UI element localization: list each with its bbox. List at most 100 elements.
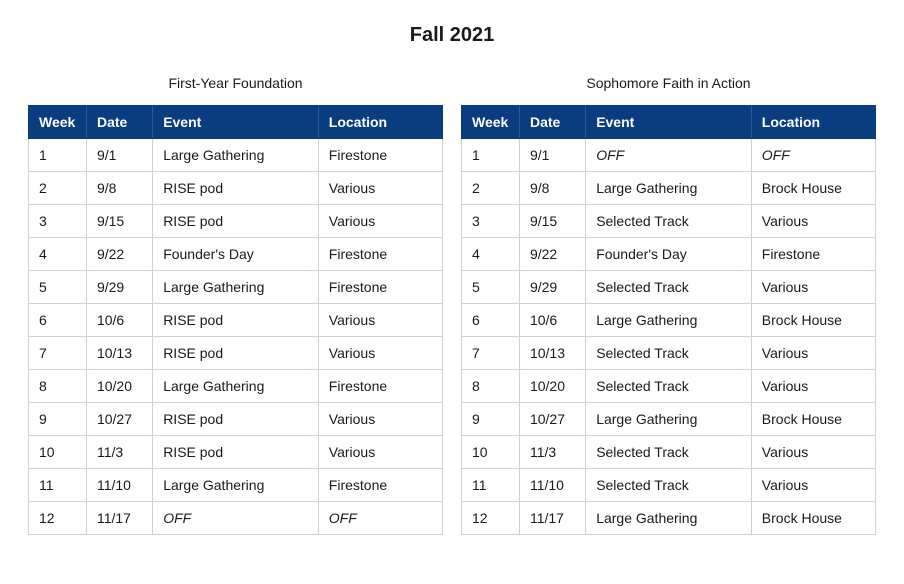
cell-event: Selected Track: [586, 271, 752, 304]
cell-event: Large Gathering: [586, 172, 752, 205]
cell-week: 10: [462, 436, 520, 469]
right-caption: Sophomore Faith in Action: [461, 75, 876, 91]
cell-event: Selected Track: [586, 436, 752, 469]
cell-date: 9/8: [86, 172, 152, 205]
cell-week: 7: [29, 337, 87, 370]
cell-location: Firestone: [318, 370, 442, 403]
cell-location: Firestone: [318, 271, 442, 304]
table-header-row: Week Date Event Location: [29, 106, 443, 139]
cell-location: Various: [751, 337, 875, 370]
left-caption: First-Year Foundation: [28, 75, 443, 91]
table-row: 810/20Selected TrackVarious: [462, 370, 876, 403]
cell-location: Firestone: [751, 238, 875, 271]
table-row: 19/1OFFOFF: [462, 139, 876, 172]
cell-week: 3: [29, 205, 87, 238]
cell-week: 9: [29, 403, 87, 436]
col-location-header: Location: [751, 106, 875, 139]
table-row: 710/13RISE podVarious: [29, 337, 443, 370]
cell-week: 5: [462, 271, 520, 304]
table-row: 1211/17OFFOFF: [29, 502, 443, 535]
cell-location: Various: [751, 205, 875, 238]
cell-date: 11/17: [519, 502, 585, 535]
cell-week: 8: [29, 370, 87, 403]
cell-date: 9/29: [86, 271, 152, 304]
cell-date: 9/22: [86, 238, 152, 271]
cell-date: 10/13: [519, 337, 585, 370]
table-row: 710/13Selected TrackVarious: [462, 337, 876, 370]
table-row: 1011/3Selected TrackVarious: [462, 436, 876, 469]
cell-event: Founder's Day: [586, 238, 752, 271]
table-row: 39/15RISE podVarious: [29, 205, 443, 238]
table-row: 910/27RISE podVarious: [29, 403, 443, 436]
cell-week: 10: [29, 436, 87, 469]
col-week-header: Week: [462, 106, 520, 139]
cell-event: RISE pod: [153, 304, 319, 337]
table-row: 49/22Founder's DayFirestone: [29, 238, 443, 271]
cell-event: RISE pod: [153, 436, 319, 469]
table-row: 59/29Large GatheringFirestone: [29, 271, 443, 304]
cell-event: RISE pod: [153, 205, 319, 238]
cell-event: RISE pod: [153, 172, 319, 205]
cell-location: Various: [318, 304, 442, 337]
cell-date: 9/29: [519, 271, 585, 304]
cell-week: 4: [462, 238, 520, 271]
table-row: 610/6Large GatheringBrock House: [462, 304, 876, 337]
cell-event: Large Gathering: [153, 370, 319, 403]
table-row: 610/6RISE podVarious: [29, 304, 443, 337]
cell-location: Brock House: [751, 304, 875, 337]
cell-week: 6: [462, 304, 520, 337]
cell-event: Large Gathering: [153, 271, 319, 304]
cell-location: OFF: [318, 502, 442, 535]
cell-date: 10/20: [86, 370, 152, 403]
cell-date: 9/8: [519, 172, 585, 205]
table-row: 910/27Large GatheringBrock House: [462, 403, 876, 436]
cell-date: 10/6: [519, 304, 585, 337]
table-row: 1111/10Selected TrackVarious: [462, 469, 876, 502]
cell-date: 10/20: [519, 370, 585, 403]
cell-location: Brock House: [751, 403, 875, 436]
cell-date: 9/1: [86, 139, 152, 172]
right-panel: Sophomore Faith in Action Week Date Even…: [461, 75, 876, 535]
table-row: 1211/17Large GatheringBrock House: [462, 502, 876, 535]
col-date-header: Date: [519, 106, 585, 139]
col-event-header: Event: [153, 106, 319, 139]
cell-week: 9: [462, 403, 520, 436]
cell-week: 12: [29, 502, 87, 535]
table-row: 59/29Selected TrackVarious: [462, 271, 876, 304]
cell-location: Various: [318, 205, 442, 238]
cell-week: 4: [29, 238, 87, 271]
cell-date: 11/3: [519, 436, 585, 469]
cell-date: 10/27: [86, 403, 152, 436]
cell-location: Various: [751, 271, 875, 304]
cell-week: 1: [462, 139, 520, 172]
cell-week: 6: [29, 304, 87, 337]
cell-event: RISE pod: [153, 403, 319, 436]
cell-location: Firestone: [318, 139, 442, 172]
cell-date: 9/15: [86, 205, 152, 238]
cell-location: Various: [751, 469, 875, 502]
page-title: Fall 2021: [28, 24, 876, 47]
left-table: Week Date Event Location 19/1Large Gathe…: [28, 105, 443, 535]
cell-location: Firestone: [318, 238, 442, 271]
cell-location: Various: [318, 403, 442, 436]
cell-event: Large Gathering: [586, 304, 752, 337]
cell-location: Firestone: [318, 469, 442, 502]
cell-date: 11/3: [86, 436, 152, 469]
cell-week: 2: [29, 172, 87, 205]
cell-event: Selected Track: [586, 337, 752, 370]
cell-event: Large Gathering: [153, 139, 319, 172]
cell-event: Large Gathering: [586, 502, 752, 535]
table-row: 19/1Large GatheringFirestone: [29, 139, 443, 172]
cell-location: Various: [751, 370, 875, 403]
cell-week: 7: [462, 337, 520, 370]
table-row: 1011/3RISE podVarious: [29, 436, 443, 469]
cell-event: Selected Track: [586, 469, 752, 502]
cell-event: OFF: [586, 139, 752, 172]
cell-date: 11/17: [86, 502, 152, 535]
cell-location: Various: [751, 436, 875, 469]
table-row: 29/8Large GatheringBrock House: [462, 172, 876, 205]
cell-week: 12: [462, 502, 520, 535]
cell-date: 11/10: [86, 469, 152, 502]
cell-date: 9/15: [519, 205, 585, 238]
cell-event: Selected Track: [586, 205, 752, 238]
